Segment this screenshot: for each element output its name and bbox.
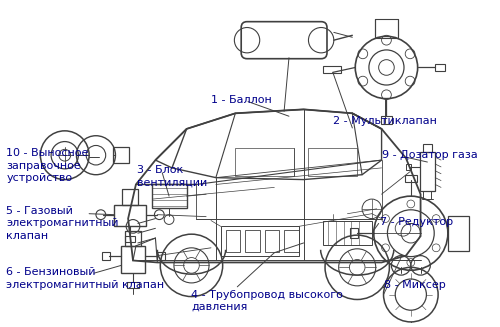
Bar (158, 252, 165, 260)
Bar (152, 184, 186, 208)
Bar (380, 116, 392, 124)
Bar (226, 230, 240, 252)
Text: 8 - Миксер: 8 - Миксер (384, 280, 446, 290)
Bar (422, 145, 432, 152)
Bar (102, 252, 110, 260)
Bar (323, 65, 340, 73)
Bar (435, 63, 445, 71)
Bar (236, 148, 294, 176)
Bar (406, 164, 411, 170)
Bar (127, 282, 139, 288)
Bar (125, 236, 135, 242)
Bar (308, 148, 357, 176)
Text: 4 - Трубопровод высокого
давления: 4 - Трубопровод высокого давления (192, 290, 344, 312)
Text: 6 - Бензиновый
электромагнитный клапан: 6 - Бензиновый электромагнитный клапан (6, 267, 164, 290)
Bar (405, 175, 416, 181)
Bar (264, 230, 279, 252)
Text: 7 - Редуктор: 7 - Редуктор (380, 216, 453, 227)
Bar (125, 231, 141, 246)
Text: 10 - Выносное
заправочное
устройство: 10 - Выносное заправочное устройство (6, 148, 88, 183)
Text: 3 - Блок
вентиляции: 3 - Блок вентиляции (137, 165, 207, 187)
Text: 9 - Дозатор газа: 9 - Дозатор газа (382, 150, 478, 160)
Bar (114, 205, 146, 226)
Bar (448, 215, 469, 251)
Bar (245, 230, 260, 252)
Bar (122, 189, 138, 205)
Text: 2 - Мультиклапан: 2 - Мультиклапан (333, 116, 436, 126)
Bar (420, 152, 435, 191)
Text: 5 - Газовый
электромагнитный
клапан: 5 - Газовый электромагнитный клапан (6, 206, 119, 241)
Bar (375, 19, 398, 38)
Bar (323, 220, 372, 245)
Bar (284, 230, 298, 252)
Bar (350, 228, 358, 238)
Bar (122, 246, 144, 273)
Text: 1 - Баллон: 1 - Баллон (211, 95, 272, 105)
Bar (114, 147, 129, 163)
Bar (220, 226, 298, 256)
